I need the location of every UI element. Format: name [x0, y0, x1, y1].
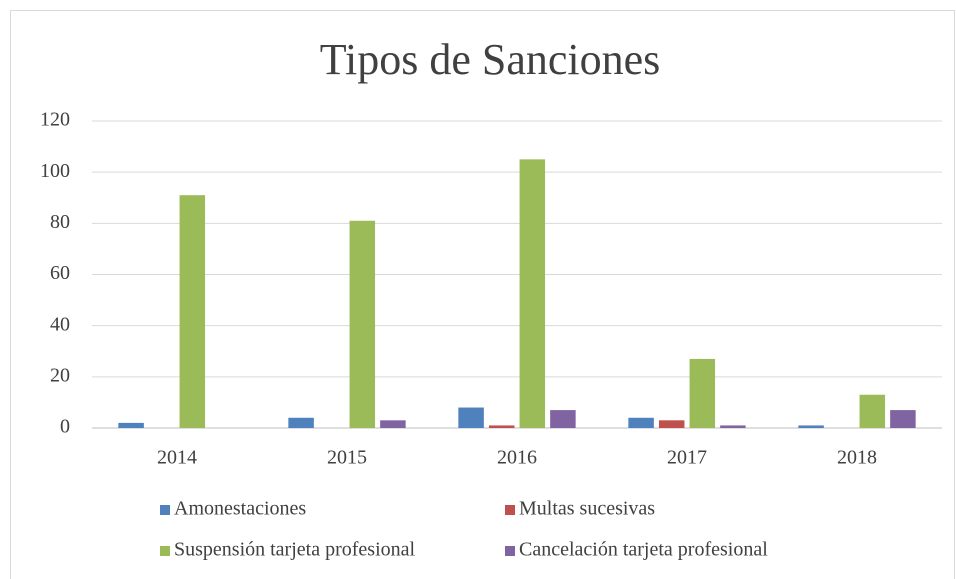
bar [628, 417, 654, 428]
bar [179, 195, 206, 428]
bar [890, 410, 916, 428]
y-tick-label: 80 [50, 211, 70, 233]
x-tick-label: 2017 [667, 447, 707, 469]
y-tick-label: 40 [50, 313, 70, 335]
bar [689, 358, 716, 428]
y-tick-label: 20 [50, 364, 70, 386]
y-tick-label: 60 [50, 262, 70, 284]
legend-swatch [160, 546, 170, 556]
x-tick-label: 2014 [157, 447, 197, 469]
bar [519, 159, 546, 428]
legend-label: Suspensión tarjeta profesional [174, 539, 415, 561]
bar [859, 394, 886, 428]
bar [658, 420, 685, 428]
bar [349, 220, 376, 428]
chart-border [10, 10, 955, 579]
x-tick-label: 2015 [327, 447, 367, 469]
bar [798, 425, 824, 428]
bar [458, 407, 484, 428]
y-tick-label: 0 [60, 416, 70, 438]
y-tick-label: 100 [40, 160, 70, 182]
x-tick-label: 2018 [837, 447, 877, 469]
x-tick-label: 2016 [497, 447, 537, 469]
y-tick-label: 120 [40, 109, 70, 131]
bar [488, 425, 515, 428]
bar [720, 425, 746, 428]
bar [380, 420, 406, 428]
legend-swatch [505, 505, 515, 515]
bar [288, 417, 314, 428]
legend-swatch [505, 546, 515, 556]
bar [550, 410, 576, 428]
legend-swatch [160, 505, 170, 515]
chart-title: Tipos de Sanciones [320, 35, 661, 84]
bar [118, 422, 144, 428]
legend-label: Cancelación tarjeta profesional [519, 539, 768, 561]
legend-label: Amonestaciones [174, 498, 306, 520]
legend-label: Multas sucesivas [519, 498, 655, 520]
